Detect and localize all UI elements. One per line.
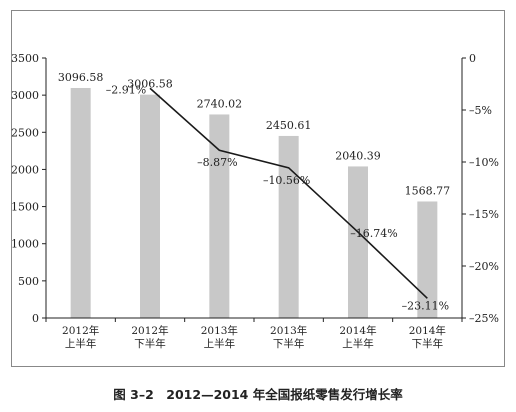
bar-value-label: 2040.39: [335, 149, 381, 162]
left-tick-label: 500: [18, 275, 39, 288]
bar: [140, 94, 160, 319]
bar: [417, 201, 438, 318]
bar-value-label: 2450.61: [266, 119, 312, 132]
chart-frame: [11, 10, 505, 367]
bar: [348, 166, 368, 318]
right-tick-label: –15%: [469, 208, 499, 221]
left-tick-label: 3500: [11, 52, 39, 65]
bar-value-label: 1568.77: [405, 184, 451, 197]
x-tick-label-half: 上半年: [342, 337, 374, 350]
figure-caption: 图 3–2 2012—2014 年全国报纸零售发行增长率: [113, 387, 403, 402]
right-tick-label: –20%: [469, 260, 499, 273]
bar: [70, 87, 91, 318]
bar: [209, 114, 230, 318]
right-tick-label: –25%: [469, 312, 499, 325]
bar-value-label: 3006.58: [127, 78, 173, 91]
x-tick-label-year: 2013年: [270, 324, 307, 337]
line-value-label: –10.56%: [263, 174, 310, 187]
x-tick-label-half: 下半年: [134, 337, 166, 350]
line-value-label: –23.11%: [402, 299, 449, 312]
x-tick-label-year: 2014年: [339, 324, 376, 337]
line-value-label: –16.74%: [350, 227, 397, 240]
x-tick-label-year: 2014年: [409, 324, 446, 337]
bar-value-label: 3096.58: [58, 71, 104, 84]
x-tick-label-half: 下半年: [412, 337, 444, 350]
right-tick-label: –5%: [469, 104, 492, 117]
growth-rate-line: [149, 87, 428, 299]
x-tick-label-half: 下半年: [273, 337, 305, 350]
right-tick-label: –10%: [469, 156, 499, 169]
left-tick-label: 1500: [11, 201, 39, 214]
x-tick-label-year: 2012年: [62, 324, 99, 337]
left-tick-label: 3000: [11, 89, 39, 102]
bar: [278, 135, 299, 318]
x-tick-label-half: 上半年: [65, 337, 97, 350]
right-tick-label: 0: [469, 52, 476, 65]
left-tick-label: 0: [32, 312, 39, 325]
left-tick-label: 2500: [11, 126, 39, 139]
left-tick-label: 1000: [11, 238, 39, 251]
x-tick-label-year: 2013年: [201, 324, 238, 337]
left-tick-label: 2000: [11, 163, 39, 176]
x-tick-label-year: 2012年: [131, 324, 168, 337]
line-value-label: –2.91%: [106, 83, 146, 96]
line-value-label: –8.87%: [197, 156, 237, 169]
bar-value-label: 2740.02: [197, 97, 243, 110]
x-tick-label-half: 上半年: [204, 337, 236, 350]
